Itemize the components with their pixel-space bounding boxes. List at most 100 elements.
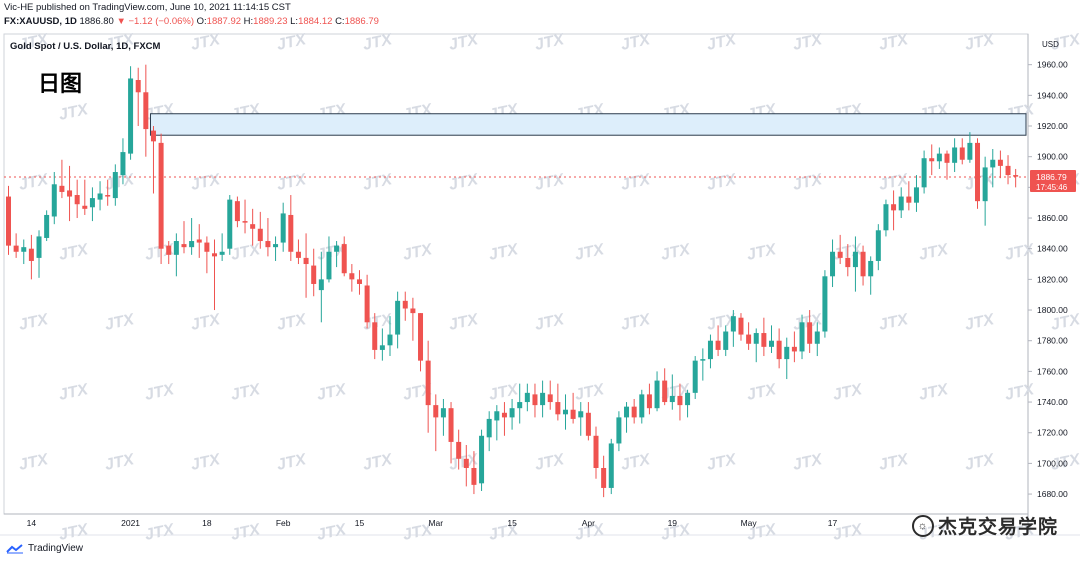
x-tick-label: May <box>741 518 758 528</box>
watermark-text: JTX <box>143 521 177 544</box>
watermark-text: JTX <box>57 381 91 404</box>
candle-down <box>150 130 156 142</box>
watermark-text: JTX <box>143 381 177 404</box>
watermark-text: JTX <box>275 451 309 474</box>
wechat-name: 杰克交易学院 <box>938 517 1059 538</box>
candle-up <box>921 158 927 188</box>
resistance-zone <box>149 113 1027 136</box>
candle-down <box>402 300 408 309</box>
price-tag-box <box>1030 169 1076 192</box>
candle-down <box>837 251 843 258</box>
candle-up <box>379 345 385 350</box>
candle-down <box>906 196 912 203</box>
price-change: ▼ −1.12 (−0.06%) <box>116 16 194 27</box>
candle-down <box>196 239 202 243</box>
watermark-text: JTX <box>229 381 263 404</box>
candle-down <box>944 153 950 163</box>
candle-down <box>448 408 454 442</box>
candle-up <box>36 236 42 258</box>
y-tick-label: 1840.00 <box>1037 244 1068 254</box>
watermark-text: JTX <box>745 241 779 264</box>
y-tick-label: 1800.00 <box>1037 305 1068 315</box>
candle-up <box>280 213 286 243</box>
watermark-text: JTX <box>963 31 997 54</box>
candle-up <box>669 395 675 403</box>
candle-down <box>433 405 439 418</box>
candle-down <box>105 195 111 197</box>
watermark-text: JTX <box>791 451 825 474</box>
candle-down <box>547 394 553 403</box>
candle-up <box>440 408 446 418</box>
watermark-text: JTX <box>57 101 91 124</box>
candle-down <box>776 340 782 360</box>
candle-down <box>463 458 469 468</box>
watermark-text: JTX <box>189 31 223 54</box>
close-label: C: <box>335 16 345 27</box>
candle-down <box>288 214 294 252</box>
candle-up <box>273 244 279 248</box>
x-tick-label: 15 <box>507 518 517 528</box>
timeframe-annotation: 日图 <box>38 71 83 96</box>
candle-up <box>898 196 904 211</box>
symbol-name[interactable]: FX:XAUUSD, 1D <box>4 16 77 27</box>
candle-up <box>936 153 942 162</box>
watermark-text: JTX <box>963 171 997 194</box>
watermark-text: JTX <box>791 31 825 54</box>
watermark-text: JTX <box>401 241 435 264</box>
candle-up <box>395 300 401 335</box>
watermark-text: JTX <box>275 311 309 334</box>
candle-up <box>616 417 622 444</box>
watermark-text: JTX <box>17 451 51 474</box>
watermark-text: JTX <box>745 521 779 544</box>
candle-up <box>952 147 958 163</box>
candle-down <box>761 333 767 347</box>
y-tick-label: 1920.00 <box>1037 121 1068 131</box>
watermark-text: JTX <box>1003 521 1037 544</box>
x-tick-label: 18 <box>202 518 212 528</box>
x-tick-label: Feb <box>276 518 291 528</box>
y-tick-label: 1960.00 <box>1037 60 1068 70</box>
open-value: 1887.92 <box>206 16 242 27</box>
watermark-text: JTX <box>275 31 309 54</box>
candle-down <box>662 380 668 403</box>
candle-down <box>13 245 19 252</box>
watermark-text: JTX <box>1003 381 1037 404</box>
watermark-text: JTX <box>1049 451 1080 474</box>
tradingview-logo[interactable]: TradingView <box>6 543 83 554</box>
watermark-text: JTX <box>103 171 137 194</box>
watermark-text: JTX <box>1049 31 1080 54</box>
watermark-text: JTX <box>533 31 567 54</box>
candle-down <box>356 279 362 284</box>
candle-down <box>532 394 538 406</box>
open-label: O: <box>196 16 207 27</box>
watermark-text: JTX <box>447 311 481 334</box>
tradingview-logo-icon <box>6 543 23 553</box>
candle-up <box>692 360 698 393</box>
axis-currency: USD <box>1042 40 1059 49</box>
candle-up <box>97 193 103 200</box>
candle-down <box>570 409 576 419</box>
watermark-text: JTX <box>659 381 693 404</box>
watermark-text: JTX <box>619 311 653 334</box>
candle-down <box>166 245 172 255</box>
candle-down <box>135 80 141 93</box>
candle-up <box>875 230 881 261</box>
candle-down <box>845 257 851 268</box>
watermark-text: JTX <box>533 451 567 474</box>
watermark-text: JTX <box>619 31 653 54</box>
candle-up <box>387 334 393 346</box>
y-tick-label: 1760.00 <box>1037 366 1068 376</box>
candle-down <box>456 441 462 459</box>
last-price: 1886.80 <box>79 16 114 27</box>
watermark-text: JTX <box>103 31 137 54</box>
candle-down <box>250 224 256 229</box>
candle-down <box>181 244 187 248</box>
candle-down <box>555 402 561 415</box>
pane-title: Gold Spot / U.S. Dollar, 1D, FXCM <box>10 41 161 52</box>
candle-up <box>700 359 706 361</box>
watermark-text: JTX <box>963 451 997 474</box>
watermark-text: JTX <box>103 451 137 474</box>
candle-down <box>791 346 797 352</box>
candle-up <box>822 276 828 332</box>
